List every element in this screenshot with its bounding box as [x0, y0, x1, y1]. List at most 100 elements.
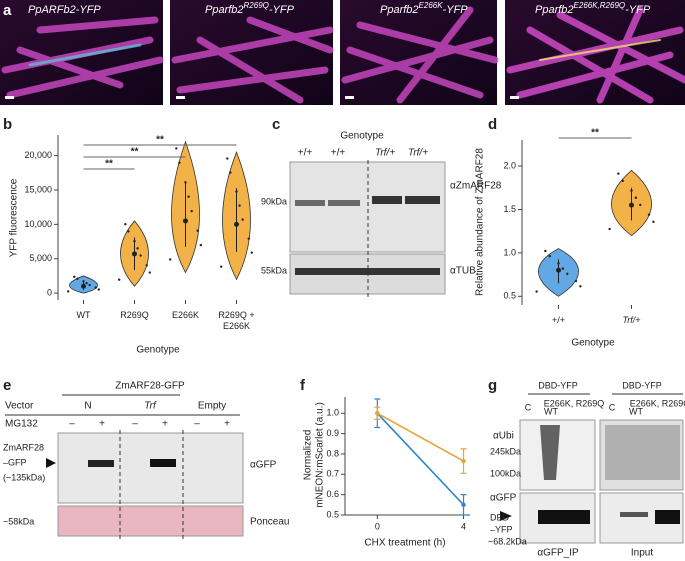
mutation: E266K	[419, 1, 444, 10]
y-tick-label: 20,000	[24, 150, 52, 160]
y-tick-label: 1.5	[503, 204, 516, 214]
jitter-point	[97, 288, 101, 291]
section-label: αGFP_IP	[537, 548, 579, 559]
mean-point	[629, 202, 634, 208]
blot	[57, 432, 244, 504]
jitter-point	[145, 264, 148, 267]
mutation: E266K,R269Q	[574, 1, 626, 10]
gene: Pparfb2	[380, 4, 419, 16]
jitter-point	[220, 265, 223, 268]
x-tick-label: R269Q + E266K	[218, 310, 255, 331]
arrowhead	[500, 511, 512, 521]
x-tick-label-box: E266K	[172, 310, 199, 320]
panel-letter: c	[272, 116, 280, 133]
jitter-point	[136, 247, 139, 250]
y-tick-label: 1.0	[326, 408, 339, 418]
marker-label: ~58kDa	[3, 516, 34, 526]
point	[461, 502, 466, 508]
treatment: –	[69, 419, 75, 430]
lane-label: WT	[544, 406, 558, 416]
blot-title: Genotype	[340, 131, 384, 142]
panel-g: DBD-YFP DBD-YFP C WT E266K, R269Q C WT E…	[488, 380, 685, 558]
tag: -YFP	[625, 4, 651, 16]
y-tick-label: 0.6	[326, 489, 339, 499]
y-tick-label: 0.9	[326, 428, 339, 438]
jitter-point	[199, 243, 202, 247]
y-axis-label: YFP fluorescence	[9, 178, 20, 257]
filaments	[1, 6, 685, 104]
jitter-point	[118, 278, 121, 281]
jitter-point	[178, 161, 181, 164]
lane-label: E266K, R269Q	[630, 398, 685, 408]
jitter-point	[608, 227, 611, 231]
jitter-point	[652, 220, 655, 224]
blot	[599, 419, 684, 491]
jitter-point	[124, 223, 127, 226]
x-tick-label-box: R269Q + E266K	[218, 310, 255, 331]
image-title: Pparfb2E266K-YFP	[380, 1, 468, 16]
bands	[295, 196, 440, 275]
x-axis-label: Genotype	[571, 338, 615, 349]
jitter-point	[634, 196, 638, 199]
y-axis-label: mNEON:mScarlet (a.u.)	[315, 402, 326, 508]
mean-point	[183, 218, 188, 224]
significance-label: **	[131, 147, 139, 158]
panel-letter: d	[488, 116, 497, 133]
x-tick-label-box: R269Q	[120, 310, 149, 320]
lane-label: +/+	[298, 148, 313, 159]
mean-point	[234, 221, 239, 227]
mean-point	[132, 251, 137, 257]
antibody-label: αGFP	[490, 493, 517, 504]
construct-label: ZmARF28-GFP	[115, 381, 185, 392]
y-tick-label: 5,000	[29, 253, 52, 263]
mean-point	[81, 283, 86, 289]
jitter-point	[647, 213, 651, 216]
x-axis-label: CHX treatment (h)	[364, 538, 445, 549]
image-title: Pparfb2R269Q-YFP	[205, 1, 295, 16]
x-tick-label-box: +/+	[551, 315, 565, 325]
band-label: –YFP	[490, 524, 513, 534]
antibody-label: αZmARF28	[450, 181, 502, 192]
x-axis-label: Genotype	[136, 345, 180, 356]
x-tick-label: Trf/+	[622, 315, 641, 325]
jitter-point	[250, 251, 253, 254]
y-tick-label: 0.5	[326, 509, 339, 519]
significance-label: **	[156, 135, 164, 146]
panel-letter: f	[300, 377, 306, 394]
antibody-label: αUbi	[493, 431, 514, 442]
jitter-point	[247, 237, 250, 240]
jitter-point	[67, 290, 70, 293]
y-tick-label: 1.0	[503, 247, 516, 257]
jitter-point	[229, 171, 232, 174]
panel-a: PpARFb2-YFP Pparfb2R269Q-YFP Pparfb2E266…	[0, 0, 685, 105]
y-tick-label: 2.0	[503, 160, 516, 170]
x-tick-label: +/+	[551, 315, 565, 325]
marker-label: 100kDa	[490, 468, 521, 478]
x-tick-label: 4	[461, 521, 466, 531]
jitter-point	[190, 209, 193, 213]
y-tick-label: 15,000	[24, 184, 52, 194]
y-tick-label: 10,000	[24, 219, 52, 229]
image-title: PpARFb2-YFP	[28, 4, 101, 16]
panel-letter: e	[3, 377, 11, 394]
mean-point	[556, 267, 561, 273]
jitter-point	[127, 230, 130, 233]
x-tick-label-box: WT	[77, 310, 91, 320]
jitter-point	[535, 290, 538, 293]
y-tick-label: 0	[47, 288, 52, 298]
mutation: R269Q	[244, 1, 269, 10]
panel-letter: b	[3, 116, 12, 133]
lane-label: Trf/+	[408, 148, 428, 159]
tag: -YFP	[76, 4, 102, 16]
jitter-point	[621, 179, 624, 183]
jitter-point	[574, 279, 578, 283]
band-label: ZmARF28	[3, 442, 44, 452]
band	[620, 512, 648, 517]
row-label: Vector	[5, 401, 34, 412]
jitter-point	[187, 195, 190, 198]
jitter-point	[139, 254, 142, 257]
jitter-point	[617, 172, 620, 175]
lane-label: +/+	[331, 148, 346, 159]
lane-label: WT	[629, 406, 643, 416]
point	[461, 458, 466, 464]
